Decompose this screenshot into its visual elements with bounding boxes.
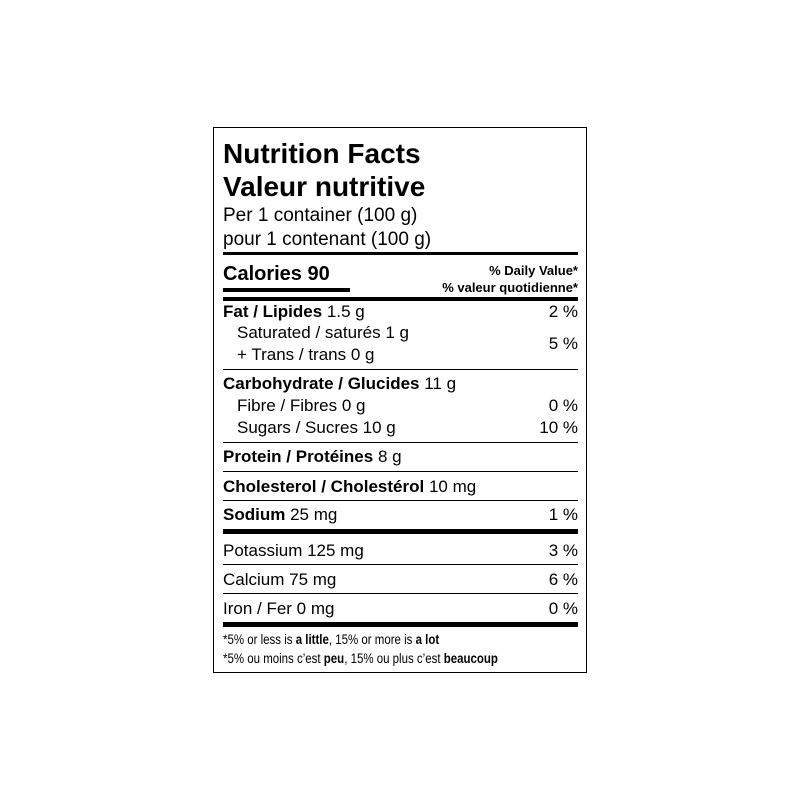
nutrient-name: Carbohydrate / Glucides: [223, 374, 420, 393]
fat-row: Fat / Lipides 1.5 g: [223, 303, 365, 320]
mineral: Calcium 75 mg: [223, 570, 337, 589]
nutrition-label: Nutrition Facts Valeur nutritive Per 1 c…: [213, 127, 587, 673]
footnote-en: *5% or less is a little, 15% or more is …: [223, 633, 439, 647]
rule: [223, 252, 578, 255]
sugars: Sugars / Sucres 10 g: [237, 418, 396, 437]
amount: 11 g: [424, 374, 457, 393]
serving-fr: pour 1 contenant (100 g): [223, 229, 432, 250]
rule: [223, 369, 578, 370]
dv: 2 %: [548, 302, 578, 321]
sodium-row: Sodium 25 mg: [223, 506, 337, 523]
dv: 10 %: [539, 418, 578, 437]
protein-row: Protein / Protéines 8 g: [223, 448, 402, 465]
footnote-fr: *5% ou moins c’est peu, 15% ou plus c’es…: [223, 652, 498, 666]
dv: 0 %: [548, 599, 578, 618]
rule: [223, 529, 578, 534]
dv: 1 %: [548, 505, 578, 524]
rule: [223, 471, 578, 472]
amount: 1.5 g: [326, 302, 365, 321]
dv: 3 %: [548, 541, 578, 560]
footnote-text: a lot: [415, 632, 440, 647]
rule: [223, 442, 578, 443]
nutrient-name: Fat / Lipides: [223, 302, 323, 321]
title: Nutrition Facts: [223, 138, 421, 169]
calories-underline: [223, 288, 350, 292]
nutrient-name: Cholesterol / Cholestérol: [223, 477, 425, 496]
fibre: Fibre / Fibres 0 g: [237, 396, 366, 415]
footnote-text: , 15% or more is: [328, 632, 416, 647]
mineral: Iron / Fer 0 mg: [223, 599, 335, 618]
nutrient-name: Protein / Protéines: [223, 447, 374, 466]
dv: 5 %: [548, 334, 578, 353]
saturated: Saturated / saturés 1 g: [237, 323, 409, 342]
footnote-text: , 15% ou plus c’est: [344, 651, 444, 666]
dv: 6 %: [548, 570, 578, 589]
footnote-text: *5% ou moins c’est: [223, 651, 324, 666]
carb-row: Carbohydrate / Glucides 11 g: [223, 375, 456, 392]
nutrient-name: Sodium: [223, 505, 286, 524]
rule: [223, 500, 578, 501]
amount: 8 g: [377, 447, 402, 466]
footnote-text: beaucoup: [443, 651, 498, 666]
amount: 25 mg: [290, 505, 338, 524]
title-fr: Valeur nutritive: [223, 171, 426, 202]
dv-header: % Daily Value*: [489, 263, 578, 278]
serving: Per 1 container (100 g): [223, 205, 418, 226]
dv-header-fr: % valeur quotidienne*: [442, 280, 578, 295]
rule: [223, 297, 578, 301]
cholesterol-row: Cholesterol / Cholestérol 10 mg: [223, 478, 476, 495]
trans: + Trans / trans 0 g: [237, 345, 375, 364]
dv: 0 %: [548, 396, 578, 415]
amount: 10 mg: [428, 477, 477, 496]
footnote-text: *5% or less is: [223, 632, 296, 647]
rule: [223, 564, 578, 565]
footnote-text: a little: [295, 632, 329, 647]
footnote-text: peu: [323, 651, 345, 666]
rule: [223, 622, 578, 627]
calories: Calories 90: [223, 263, 330, 285]
rule: [223, 593, 578, 594]
mineral: Potassium 125 mg: [223, 541, 364, 560]
